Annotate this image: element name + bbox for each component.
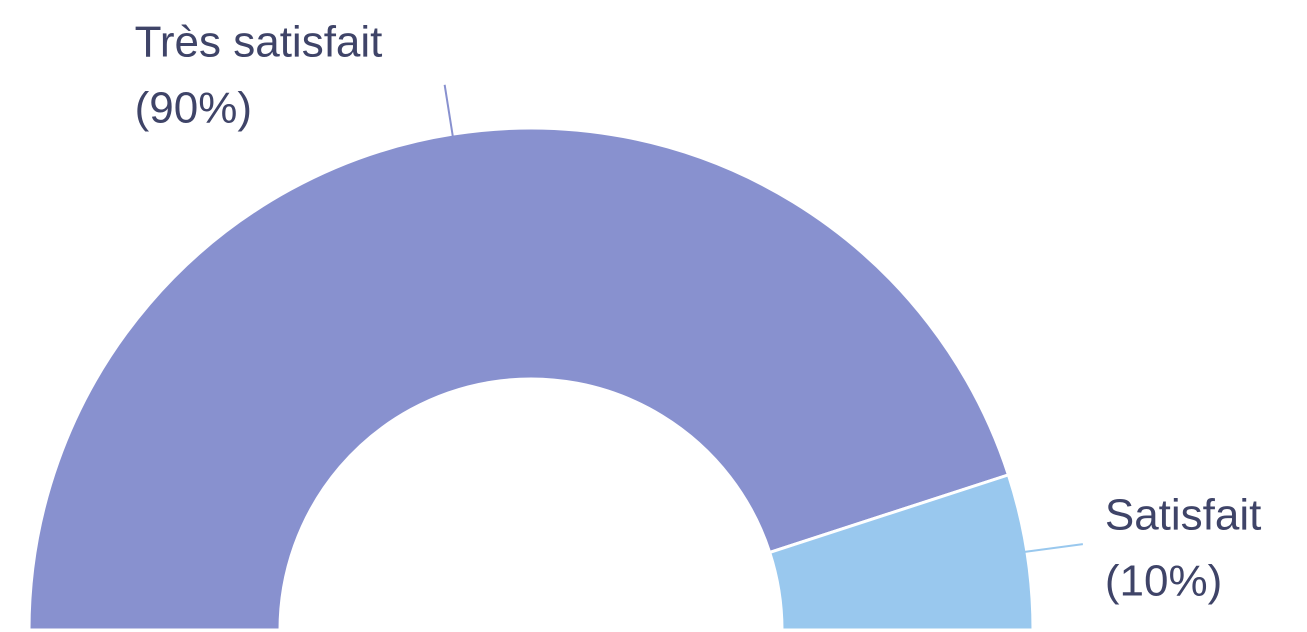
leader-line [443,84,455,139]
slice-label: Satisfait [1105,491,1262,540]
slice-value-label: (90%) [135,83,252,132]
leader-line [1022,543,1084,554]
slice-value-label: (10%) [1105,557,1222,606]
slice [27,126,1011,632]
slice [767,472,1035,632]
slice-label: Très satisfait [135,17,383,66]
